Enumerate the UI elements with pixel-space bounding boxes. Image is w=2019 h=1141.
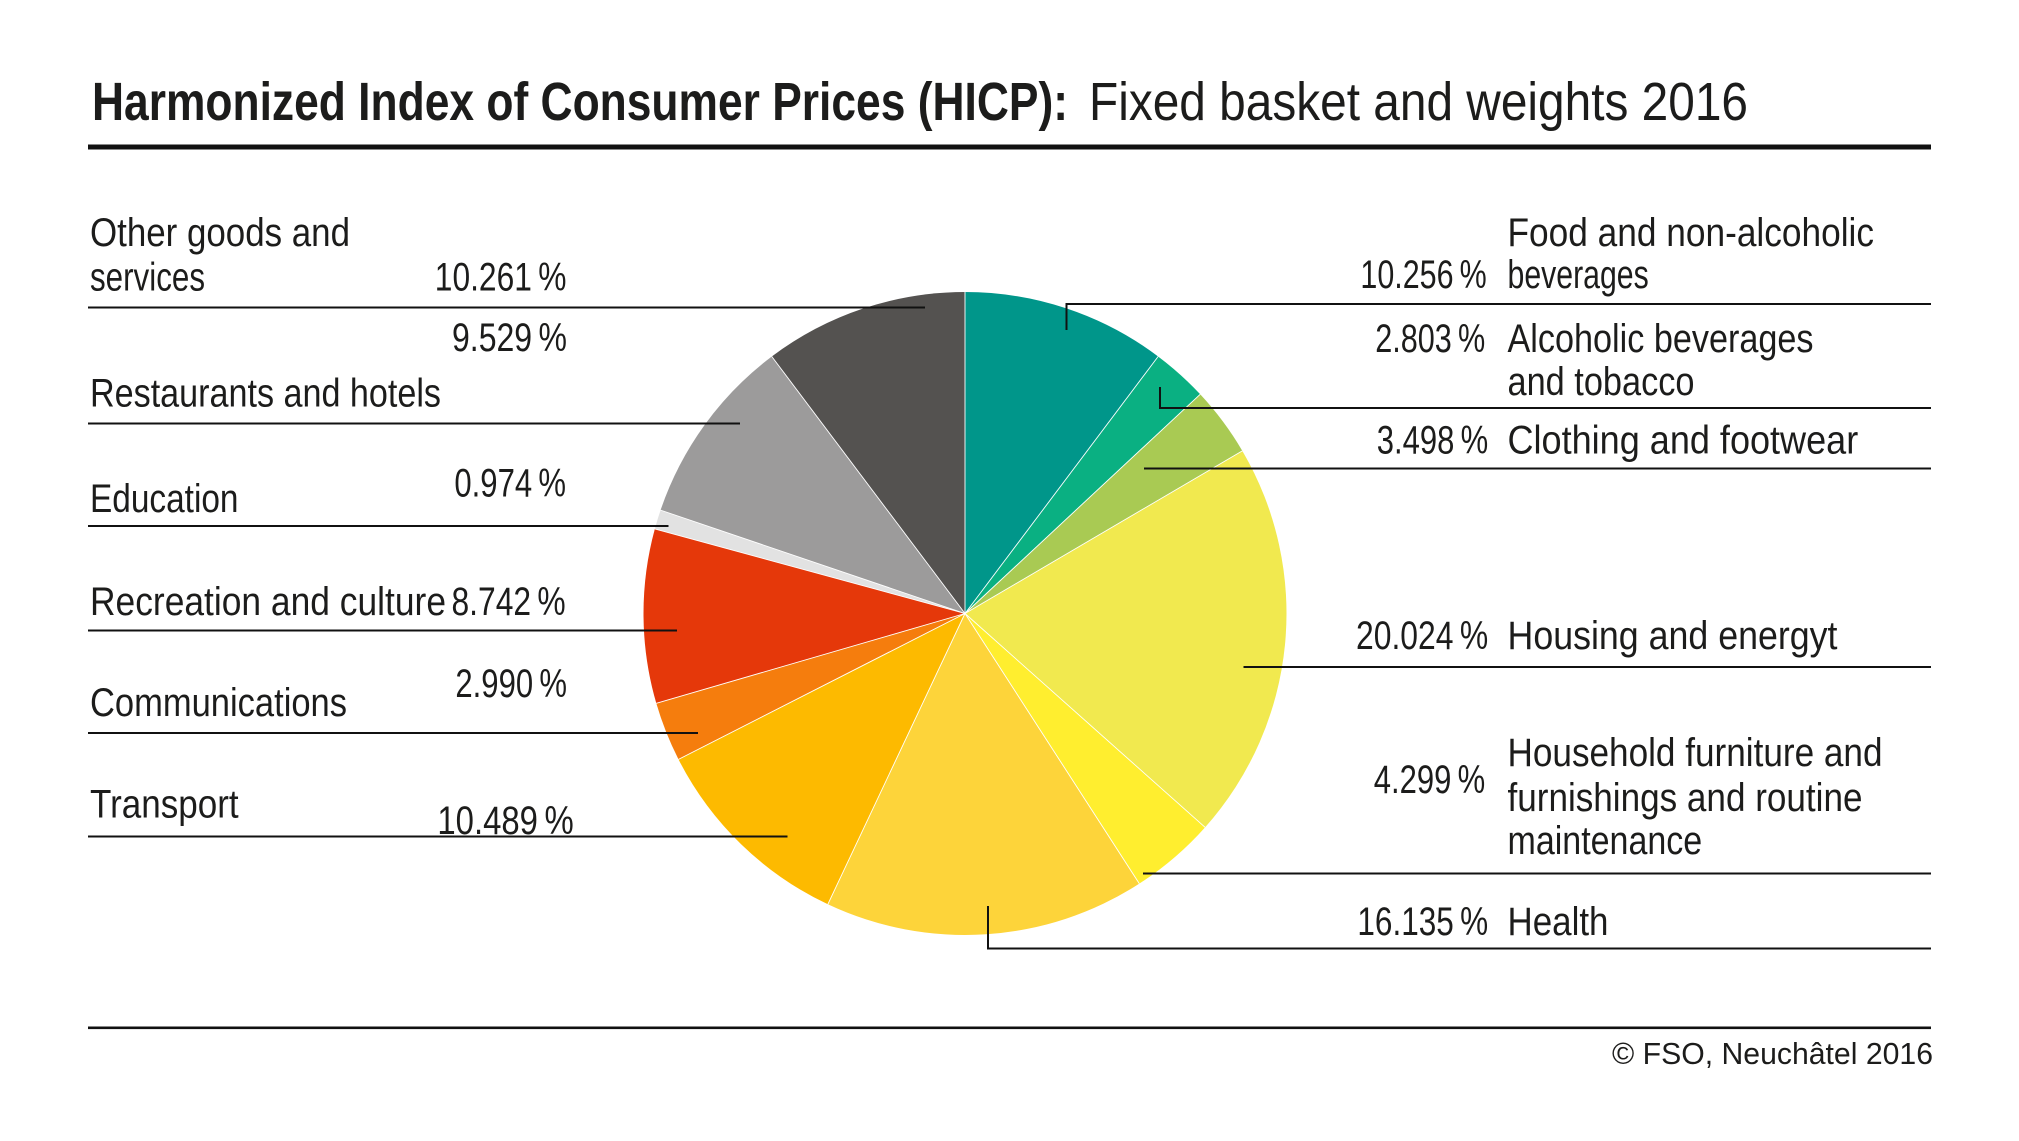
svg-text:Recreation and culture: Recreation and culture [90, 580, 446, 624]
svg-text:16.135 %: 16.135 % [1357, 900, 1488, 944]
svg-text:© FSO, Neuchâtel 2016: © FSO, Neuchâtel 2016 [1612, 1036, 1933, 1071]
svg-text:Household furniture and: Household furniture and [1508, 731, 1883, 775]
svg-text:2.990 %: 2.990 % [455, 662, 567, 706]
svg-text:8.742 %: 8.742 % [452, 580, 566, 624]
svg-text:10.261 %: 10.261 % [435, 256, 567, 300]
svg-text:Restaurants and hotels: Restaurants and hotels [90, 372, 441, 416]
svg-text:Harmonized Index of Consumer P: Harmonized Index of Consumer Prices (HIC… [92, 72, 1068, 132]
svg-text:Education: Education [90, 477, 239, 521]
svg-text:2.803 %: 2.803 % [1375, 317, 1485, 361]
svg-text:3.498 %: 3.498 % [1377, 419, 1488, 463]
svg-text:maintenance: maintenance [1508, 819, 1703, 863]
svg-text:Transport: Transport [90, 782, 239, 826]
svg-text:Health: Health [1508, 900, 1609, 944]
svg-text:Communications: Communications [90, 681, 347, 725]
svg-text:10.256 %: 10.256 % [1360, 253, 1486, 297]
svg-text:Alcoholic beverages: Alcoholic beverages [1508, 317, 1814, 361]
svg-text:Clothing and footwear: Clothing and footwear [1508, 419, 1859, 463]
svg-text:20.024 %: 20.024 % [1356, 614, 1488, 658]
svg-text:Fixed basket and weights 2016: Fixed basket and weights 2016 [1089, 72, 1748, 132]
svg-text:and tobacco: and tobacco [1508, 360, 1695, 404]
svg-text:furnishings and routine: furnishings and routine [1508, 776, 1863, 820]
svg-text:Housing and energyt: Housing and energyt [1508, 614, 1838, 658]
svg-text:Food and non-alcoholic: Food and non-alcoholic [1508, 211, 1875, 255]
svg-text:4.299 %: 4.299 % [1374, 758, 1485, 802]
svg-text:0.974 %: 0.974 % [454, 462, 566, 506]
svg-text:Other goods and: Other goods and [90, 211, 350, 255]
svg-text:services: services [90, 256, 205, 300]
svg-text:beverages: beverages [1508, 253, 1649, 297]
svg-text:9.529 %: 9.529 % [452, 316, 567, 360]
